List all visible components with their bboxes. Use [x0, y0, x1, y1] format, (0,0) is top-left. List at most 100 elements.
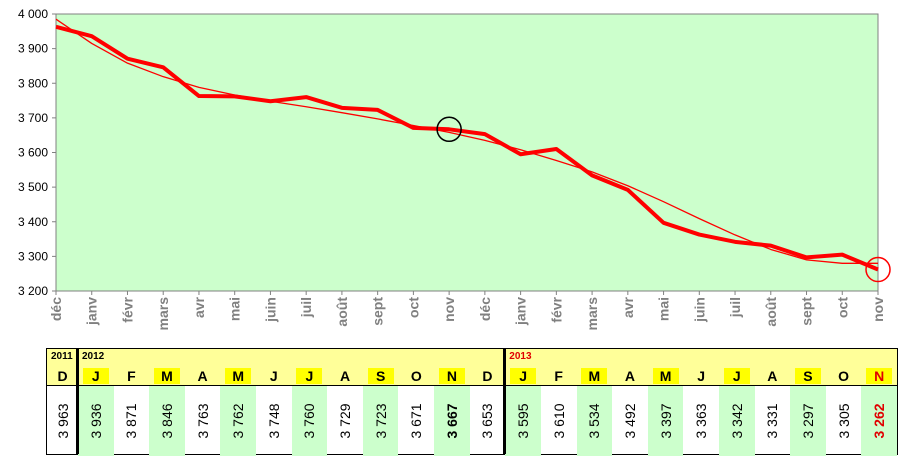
highlight-marks: [436, 116, 891, 283]
month-cell: N: [434, 367, 470, 385]
value-cell: 3 762: [220, 386, 257, 456]
month-cell: S: [790, 367, 826, 385]
month-label: A: [767, 368, 778, 384]
month-cell: A: [612, 367, 648, 385]
month-cell: D: [469, 367, 506, 385]
value-label: 3 534: [586, 403, 603, 439]
month-label: J: [296, 368, 323, 384]
month-cell: F: [540, 367, 577, 385]
line-chart: 3 200 3 300 3 400 3 500 3 600 3 700 3 800 3 900…: [18, 7, 891, 331]
month-label: J: [723, 368, 750, 384]
value-label: 3 342: [728, 403, 745, 439]
month-label: O: [838, 368, 850, 384]
month-cell: M: [647, 367, 684, 385]
month-label: N: [438, 368, 465, 384]
month-cell: O: [398, 367, 435, 385]
x-tick-label: févr: [119, 296, 135, 322]
month-cell: J: [683, 367, 719, 385]
value-cell: 3 297: [790, 386, 826, 456]
value-cell: 3 397: [647, 386, 684, 456]
x-tick-label: août: [334, 297, 350, 327]
month-cell: D: [47, 367, 78, 385]
month-label: J: [697, 368, 706, 384]
x-tick-label: mai: [656, 297, 672, 321]
month-label: J: [510, 368, 537, 384]
value-label: 3 305: [835, 403, 852, 439]
series-line: [55, 24, 879, 272]
month-label: A: [197, 368, 208, 384]
year-row: 2011 2012 2013: [47, 349, 897, 369]
value-cell: 3 595: [505, 386, 541, 456]
y-axis: 3 200 3 300 3 400 3 500 3 600 3 700 3 800 3 900…: [18, 7, 56, 298]
month-label: M: [581, 368, 608, 384]
value-label: 3 262: [871, 403, 888, 439]
year-label: 2013: [505, 349, 897, 369]
value-cell: 3 262: [861, 386, 897, 456]
month-label: M: [652, 368, 679, 384]
month-cell: J: [78, 367, 114, 385]
x-tick-label: sept: [799, 297, 815, 326]
value-cell: 3 671: [398, 386, 434, 456]
value-label: 3 846: [159, 403, 175, 439]
value-label: 3 763: [194, 403, 211, 439]
y-tick-label: 3 500: [18, 180, 48, 194]
y-tick-label: 3 700: [18, 111, 48, 125]
value-label: 3 936: [87, 403, 104, 439]
year-label: 2012: [78, 349, 506, 369]
month-label: J: [82, 368, 109, 384]
x-tick-label: mars: [155, 297, 171, 331]
value-cell: 3 667: [434, 386, 470, 456]
value-label: 3 492: [621, 403, 638, 439]
month-label: S: [367, 368, 394, 384]
value-label: 3 363: [693, 403, 710, 439]
value-label: 3 610: [550, 403, 567, 439]
plot-area: [55, 13, 879, 292]
value-label: 3 723: [372, 403, 389, 439]
highlight-circle: [436, 116, 462, 143]
x-tick-label: janv: [84, 297, 100, 326]
value-cell: 3 610: [541, 386, 577, 456]
value-cell: 3 534: [576, 386, 613, 456]
value-cell: 3 729: [327, 386, 363, 456]
value-label: 3 762: [230, 403, 247, 439]
x-tick-label: oct: [834, 297, 850, 318]
month-label: N: [866, 368, 893, 384]
x-tick-label: nov: [441, 297, 457, 322]
month-cell: A: [754, 367, 791, 385]
y-tick-label: 3 200: [18, 284, 48, 298]
month-label: A: [339, 368, 351, 384]
value-cell: 3 492: [612, 386, 648, 456]
value-cell: 3 748: [256, 386, 292, 456]
month-cell: N: [861, 367, 897, 385]
value-label: 3 667: [443, 403, 460, 439]
x-tick-label: juil: [727, 297, 743, 318]
value-cell: 3 871: [114, 386, 150, 456]
value-cell: 3 723: [362, 386, 399, 456]
y-tick-label: 3 300: [18, 249, 48, 263]
month-label: J: [269, 368, 278, 384]
month-cell: J: [505, 367, 541, 385]
x-tick-label: juin: [262, 297, 278, 323]
y-tick-label: 4 000: [18, 7, 48, 21]
value-cell: 3 305: [826, 386, 862, 456]
year-separator: [76, 349, 79, 454]
value-cell: 3 760: [291, 386, 328, 456]
month-label: D: [482, 368, 493, 384]
month-cell: J: [256, 367, 292, 385]
value-label: 3 331: [764, 403, 781, 439]
value-cell: 3 936: [78, 386, 114, 456]
value-cell: 3 963: [47, 386, 78, 456]
x-tick-label: avr: [191, 296, 207, 318]
month-label: S: [794, 368, 821, 384]
month-cell: F: [113, 367, 150, 385]
x-tick-label: mars: [584, 297, 600, 331]
month-label: D: [57, 368, 68, 384]
value-label: 3 760: [301, 403, 318, 439]
value-label: 3 963: [54, 403, 71, 439]
value-label: 3 671: [408, 403, 425, 439]
x-tick-label: mai: [227, 297, 243, 321]
value-cell: 3 342: [718, 386, 755, 456]
value-cell: 3 363: [683, 386, 719, 456]
